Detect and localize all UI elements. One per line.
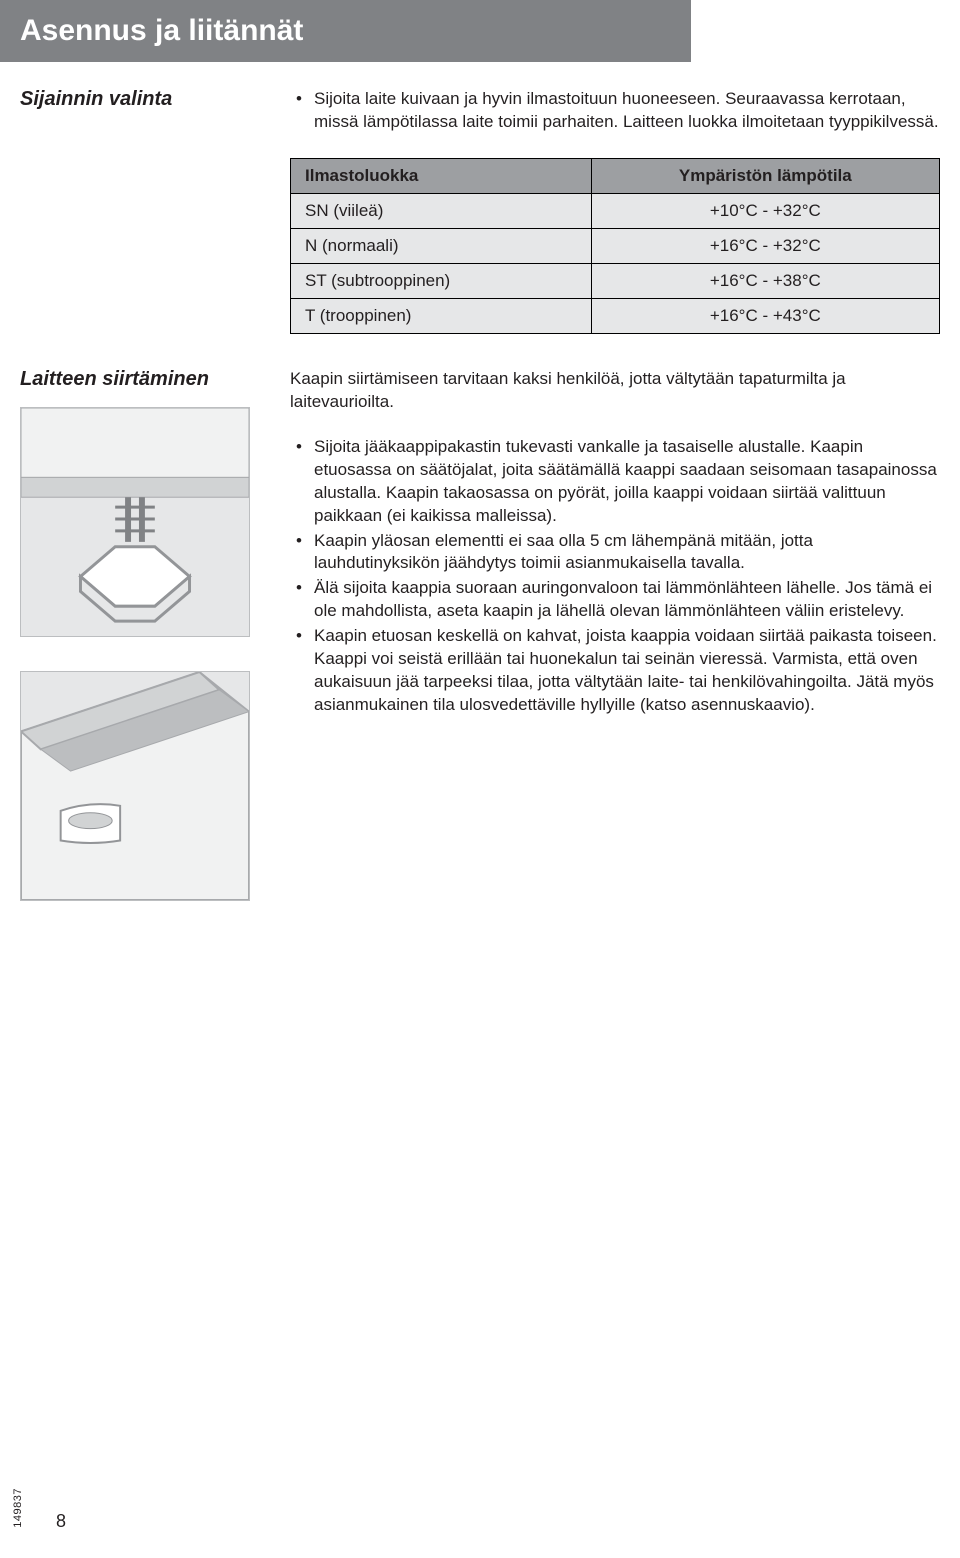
right-column-1: Sijoita laite kuivaan ja hyvin ilmastoit… (280, 88, 940, 368)
chapter-title: Asennus ja liitännät (20, 14, 303, 47)
table-row: N (normaali) +16°C - +32°C (291, 228, 940, 263)
table-row: SN (viileä) +10°C - +32°C (291, 193, 940, 228)
intro-bullet-1: Sijoita laite kuivaan ja hyvin ilmastoit… (296, 88, 940, 134)
th-ambient-temp: Ympäristön lämpötila (591, 158, 939, 193)
corner-icon (21, 672, 249, 900)
table-row: ST (subtrooppinen) +16°C - +38°C (291, 263, 940, 298)
td-temp: +16°C - +38°C (591, 263, 939, 298)
page-number: 8 (56, 1511, 66, 1532)
moving-bullet-2: Kaapin yläosan elementti ei saa olla 5 c… (296, 530, 940, 576)
moving-bullet-3: Älä sijoita kaappia suoraan auringonvalo… (296, 577, 940, 623)
chapter-header: Asennus ja liitännät (0, 0, 691, 62)
section-1: Sijainnin valinta Sijoita laite kuivaan … (0, 88, 960, 368)
left-column-1: Sijainnin valinta (20, 88, 280, 368)
td-class: N (normaali) (291, 228, 592, 263)
td-class: T (trooppinen) (291, 298, 592, 333)
foot-icon (21, 408, 249, 636)
section-2: Laitteen siirtäminen (0, 368, 960, 935)
moving-bullet-4: Kaapin etuosan keskellä on kahvat, joist… (296, 625, 940, 717)
moving-bullets: Sijoita jääkaappipakastin tukevasti vank… (290, 436, 940, 717)
cabinet-corner-illustration (20, 671, 250, 901)
intro-bullets: Sijoita laite kuivaan ja hyvin ilmastoit… (290, 88, 940, 134)
td-class: SN (viileä) (291, 193, 592, 228)
document-code: 149837 (12, 1488, 24, 1528)
left-column-2: Laitteen siirtäminen (20, 368, 280, 935)
td-temp: +10°C - +32°C (591, 193, 939, 228)
moving-bullet-1: Sijoita jääkaappipakastin tukevasti vank… (296, 436, 940, 528)
td-class: ST (subtrooppinen) (291, 263, 592, 298)
td-temp: +16°C - +43°C (591, 298, 939, 333)
right-column-2: Kaapin siirtämiseen tarvitaan kaksi henk… (280, 368, 940, 935)
moving-intro: Kaapin siirtämiseen tarvitaan kaksi henk… (290, 368, 940, 414)
table-header-row: Ilmastoluokka Ympäristön lämpötila (291, 158, 940, 193)
table-row: T (trooppinen) +16°C - +43°C (291, 298, 940, 333)
section-label-location: Sijainnin valinta (20, 88, 260, 111)
th-climate-class: Ilmastoluokka (291, 158, 592, 193)
section-label-moving: Laitteen siirtäminen (20, 368, 260, 391)
adjustable-foot-illustration (20, 407, 250, 637)
climate-class-table: Ilmastoluokka Ympäristön lämpötila SN (v… (290, 158, 940, 334)
td-temp: +16°C - +32°C (591, 228, 939, 263)
